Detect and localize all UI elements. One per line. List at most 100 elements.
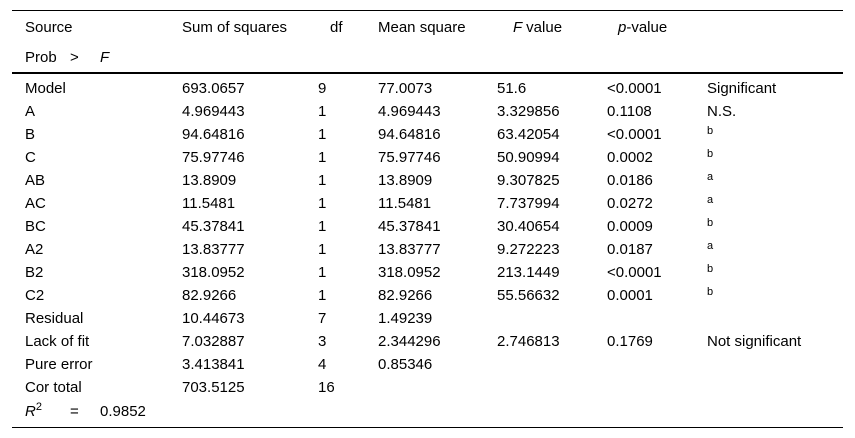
cell-mean-square: 75.97746 (378, 149, 441, 166)
table-row-b2: B2 318.0952 1 318.0952 213.1449 <0.0001 … (12, 261, 843, 284)
cell-sum-of-squares: 13.8909 (182, 172, 237, 189)
cell-source: Residual (25, 310, 84, 327)
table-row-cor-total: Cor total 703.5125 16 (12, 376, 843, 399)
prob-italic-f: F (100, 49, 110, 66)
cell-source: Model (25, 80, 66, 97)
p-value-italic-p: p (618, 18, 627, 36)
cell-p-value (607, 376, 707, 399)
table-row-a: A 4.969443 1 4.969443 3.329856 0.1108 N.… (12, 100, 843, 123)
header-p-value: p-value (607, 11, 707, 43)
cell-df: 1 (318, 218, 327, 235)
cell-source: B2 (25, 264, 44, 281)
cell-sum-of-squares: 45.37841 (182, 218, 245, 235)
cell-sum-of-squares: 94.64816 (182, 126, 245, 143)
cell-significance (707, 376, 843, 399)
cell-sum-of-squares: 3.413841 (182, 356, 245, 373)
cell-source: A2 (25, 241, 44, 258)
cell-source: BC (25, 218, 46, 235)
cell-df: 1 (318, 103, 327, 120)
cell-df: 7 (318, 310, 327, 327)
table-row-ab: AB 13.8909 1 13.8909 9.307825 0.0186 a (12, 169, 843, 192)
table-row-bc: BC 45.37841 1 45.37841 30.40654 0.0009 b (12, 215, 843, 238)
cell-mean-square: 1.49239 (378, 310, 433, 327)
r-italic: R (25, 403, 36, 420)
cell-mean-square: 2.344296 (378, 333, 441, 350)
cell-p-value: 0.0002 (607, 149, 653, 166)
cell-significance: N.S. (707, 103, 737, 120)
table-row-c: C 75.97746 1 75.97746 50.90994 0.0002 b (12, 146, 843, 169)
cell-significance-footnote: b (707, 147, 714, 160)
cell-df: 1 (318, 126, 327, 143)
table-row-c2: C2 82.9266 1 82.9266 55.56632 0.0001 b (12, 284, 843, 307)
cell-source: AB (25, 172, 46, 189)
r-exponent: 2 (35, 401, 42, 413)
cell-significance-footnote: b (707, 216, 714, 229)
cell-f-value (497, 307, 607, 330)
cell-f-value: 213.1449 (497, 264, 560, 281)
cell-significance-footnote: b (707, 285, 714, 298)
cell-significance (707, 307, 843, 330)
cell-f-value (497, 376, 607, 399)
cell-p-value (607, 307, 707, 330)
cell-significance-footnote: b (707, 262, 714, 275)
cell-f-value: 2.746813 (497, 333, 560, 350)
header-df: df (330, 18, 343, 36)
f-value-rest: value (526, 18, 563, 36)
cell-significance: Significant (707, 80, 777, 97)
cell-f-value: 9.307825 (497, 172, 560, 189)
equals-sign: = (70, 403, 79, 420)
cell-f-value: 9.272223 (497, 241, 560, 258)
header-row-2: Prob > F (12, 43, 843, 73)
cell-source: C2 (25, 287, 45, 304)
cell-mean-square: 11.5481 (378, 195, 432, 212)
cell-f-value: 3.329856 (497, 103, 560, 120)
cell-significance-footnote: a (707, 239, 714, 252)
cell-mean-square: 82.9266 (378, 287, 433, 304)
cell-sum-of-squares: 75.97746 (182, 149, 245, 166)
cell-df: 1 (318, 195, 327, 212)
cell-sum-of-squares: 7.032887 (182, 333, 245, 350)
cell-df: 1 (318, 149, 327, 166)
cell-p-value: 0.0187 (607, 241, 653, 258)
table-row-lack-of-fit: Lack of fit 7.032887 3 2.344296 2.746813… (12, 330, 843, 353)
table-row-r-squared: R2 = 0.9852 (12, 399, 843, 422)
prob-label: Prob (25, 49, 57, 66)
cell-df: 3 (318, 333, 327, 350)
header-sum-of-squares: Sum of squares (182, 18, 288, 36)
cell-sum-of-squares: 318.0952 (182, 264, 245, 281)
cell-f-value: 30.40654 (497, 218, 560, 235)
cell-p-value (607, 353, 707, 376)
table-row-ac: AC 11.5481 1 11.5481 7.737994 0.0272 a (12, 192, 843, 215)
cell-df: 9 (318, 80, 327, 97)
cell-sum-of-squares: 13.83777 (182, 241, 245, 258)
cell-sum-of-squares: 693.0657 (182, 80, 245, 97)
cell-mean-square: 13.8909 (378, 172, 433, 189)
cell-p-value: 0.0186 (607, 172, 653, 189)
cell-mean-square: 318.0952 (378, 264, 441, 281)
table-row-residual: Residual 10.44673 7 1.49239 (12, 307, 843, 330)
cell-source: Pure error (25, 356, 93, 373)
cell-p-value: 0.0272 (607, 195, 653, 212)
cell-significance: Not significant (707, 333, 802, 350)
cell-p-value: 0.1769 (607, 333, 653, 350)
cell-df: 16 (318, 379, 335, 396)
cell-p-value: <0.0001 (607, 264, 662, 281)
cell-sum-of-squares: 10.44673 (182, 310, 245, 327)
cell-source: C (25, 149, 36, 166)
cell-mean-square (378, 376, 497, 399)
cell-f-value: 55.56632 (497, 287, 560, 304)
cell-p-value: 0.0009 (607, 218, 653, 235)
cell-mean-square: 13.83777 (378, 241, 441, 258)
cell-df: 1 (318, 241, 327, 258)
cell-df: 1 (318, 264, 327, 281)
header-prob-gt-f: Prob > F (12, 43, 843, 73)
greater-than-sign: > (70, 49, 79, 66)
cell-df: 1 (318, 172, 327, 189)
header-mean-square: Mean square (378, 18, 466, 36)
header-source: Source (25, 18, 73, 36)
table-row-b: B 94.64816 1 94.64816 63.42054 <0.0001 b (12, 123, 843, 146)
